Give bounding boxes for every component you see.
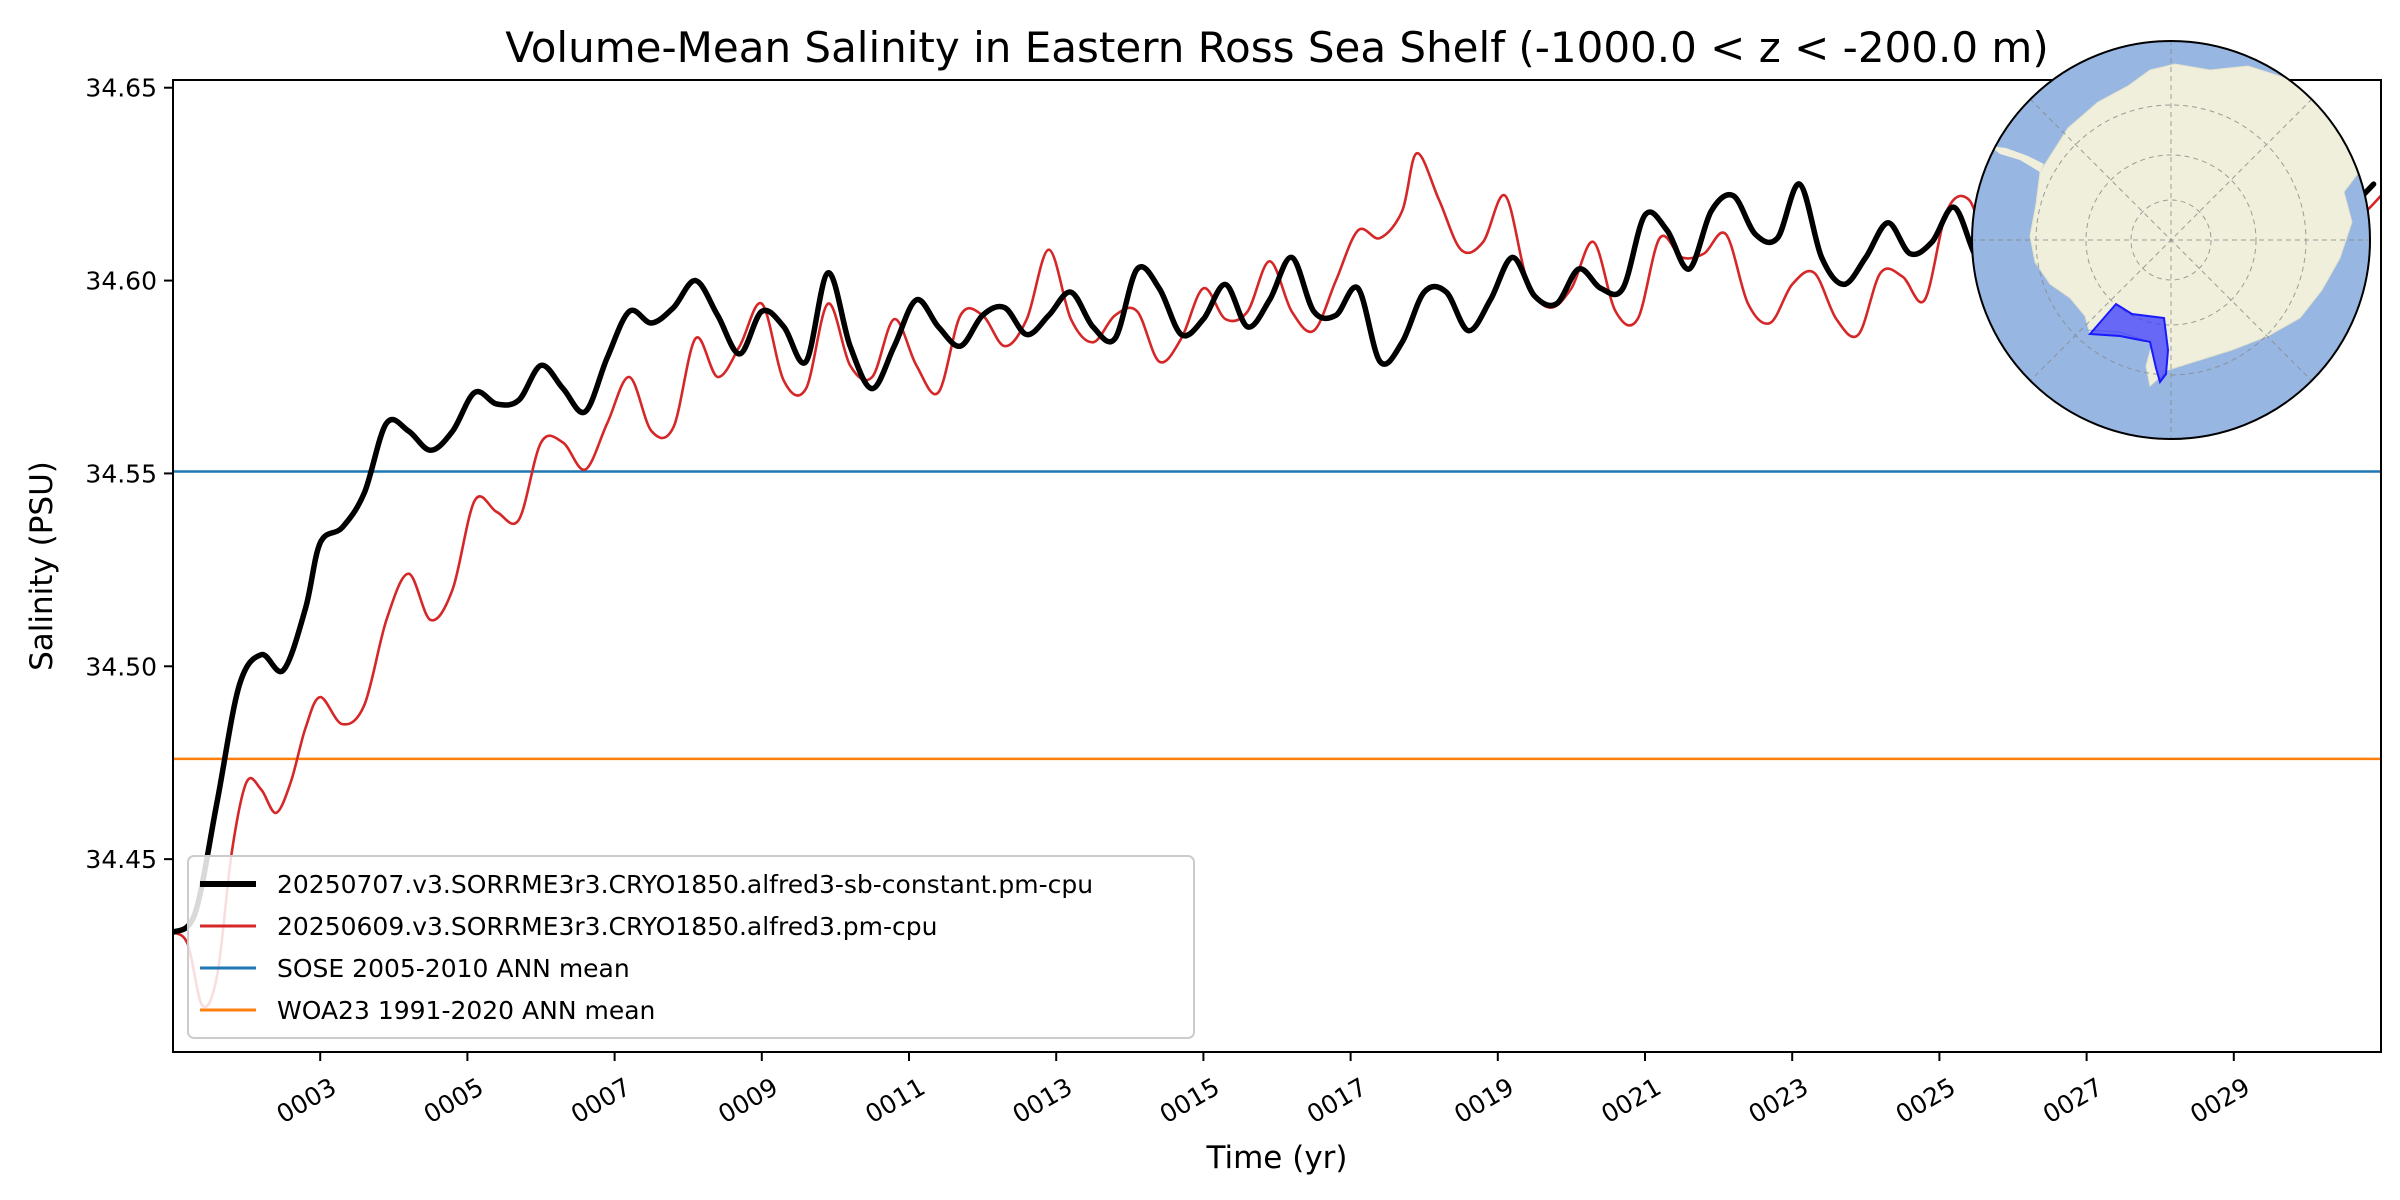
y-tick-label: 34.65 <box>85 74 157 103</box>
legend: 20250707.v3.SORRME3r3.CRYO1850.alfred3-s… <box>187 855 1195 1039</box>
y-tick-label: 34.45 <box>85 845 157 874</box>
legend-label-series-2: 20250609.v3.SORRME3r3.CRYO1850.alfred3.p… <box>277 912 938 941</box>
legend-label-series-1: 20250707.v3.SORRME3r3.CRYO1850.alfred3-s… <box>277 870 1093 899</box>
legend-box <box>187 855 1195 1039</box>
y-tick-label: 34.50 <box>85 652 157 681</box>
chart-title: Volume-Mean Salinity in Eastern Ross Sea… <box>505 23 2048 72</box>
x-axis-label: Time (yr) <box>1206 1140 1348 1176</box>
legend-label-series-3: SOSE 2005-2010 ANN mean <box>277 954 630 983</box>
y-axis-label: Salinity (PSU) <box>24 461 60 671</box>
y-axis-ticks: 34.45 34.50 34.55 34.60 34.65 <box>85 74 173 874</box>
eastern-ross-sea-region <box>2087 302 2170 385</box>
map-border <box>1971 40 2371 440</box>
inset-locator-map <box>1971 40 2371 440</box>
map-gridlines <box>1972 41 2370 439</box>
legend-label-series-4: WOA23 1991-2020 ANN mean <box>277 996 655 1025</box>
reference-lines <box>173 470 2381 761</box>
y-tick-label: 34.55 <box>85 459 157 488</box>
plot-frame <box>172 79 2382 1053</box>
antarctica-land <box>2029 63 2363 387</box>
antarctic-peninsula <box>1990 146 2044 172</box>
y-tick-label: 34.60 <box>85 267 157 296</box>
